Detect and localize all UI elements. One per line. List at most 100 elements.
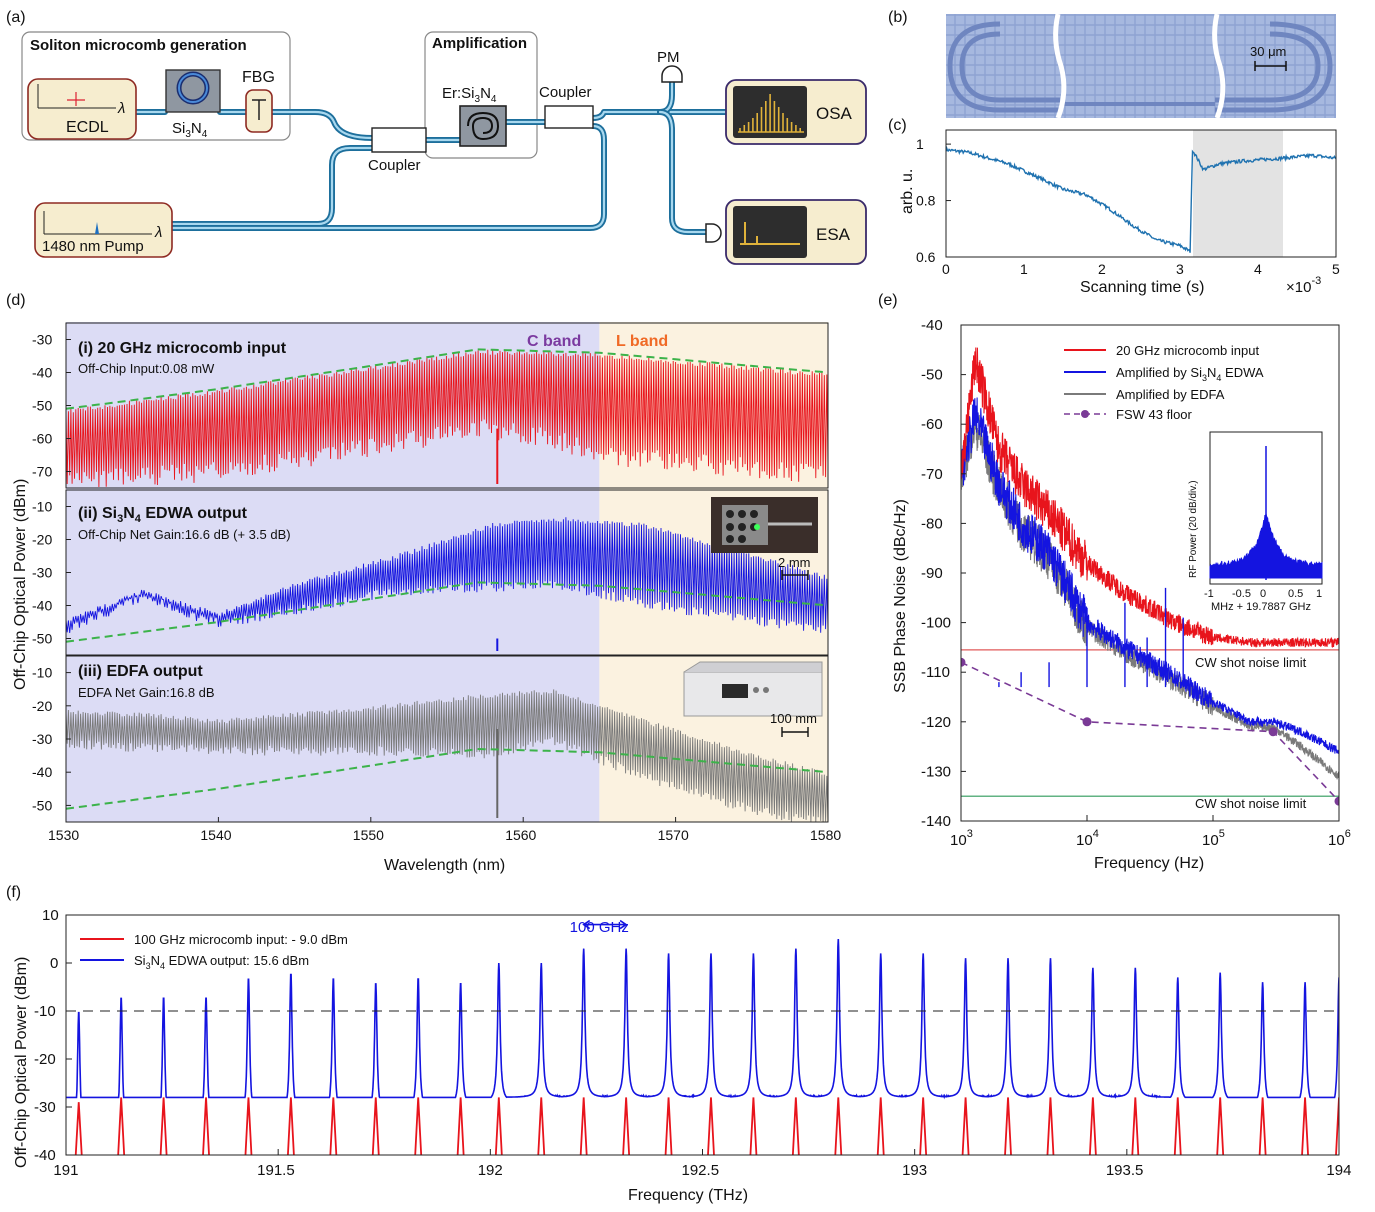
chart-f-red-line xyxy=(244,1097,253,1155)
edwa-label: Er:Si3N4 xyxy=(442,85,497,105)
chart-d-sub2-dashed-envelope xyxy=(66,581,828,643)
chart-f-ytick-label: 10 xyxy=(42,907,59,924)
chart-f-ytick-label: -10 xyxy=(34,1003,56,1020)
chart-e-ylabel: SSB Phase Noise (dBc/Hz) xyxy=(892,499,909,693)
micrograph-scale-label: 30 μm xyxy=(1250,44,1286,59)
pump-box xyxy=(34,202,173,258)
fiber-pump xyxy=(169,145,375,227)
pump-lambda: λ xyxy=(154,224,162,241)
chart-e-xtick-exp: 5 xyxy=(1219,828,1225,840)
ring-chip xyxy=(165,69,221,113)
inset-ylabel: RF Power (20 dB/div.) xyxy=(1188,480,1199,578)
legend-f-label-2: Si3N4 EDWA output: 15.6 dBm xyxy=(134,953,309,971)
chart-f-red-line xyxy=(329,1097,338,1155)
inset-xlabel: MHz + 19.7887 GHz xyxy=(1211,601,1311,613)
chart-e-xtick-label: 106 xyxy=(1328,828,1351,849)
chart-e-ytick-label: -50 xyxy=(921,367,943,384)
chart-c-xlabel: Scanning time (s) xyxy=(1080,279,1205,296)
chart-e-ytick-label: -80 xyxy=(921,515,943,532)
ecdl-axes xyxy=(37,84,116,109)
chart-c-series xyxy=(946,146,1336,253)
panel-label-c: (c) xyxy=(888,117,907,134)
chart-d-xtick-label: 1530 xyxy=(48,827,79,843)
chart-d-sub3-series xyxy=(66,689,828,822)
ecdl-line-icon xyxy=(67,92,85,106)
chart-f-xtick-label: 191.5 xyxy=(257,1162,295,1179)
chart-f-frame xyxy=(65,914,1340,1156)
chart-d-ytick-label: -40 xyxy=(32,764,52,780)
osa-spectrum-icon xyxy=(738,94,804,133)
chart-f-series xyxy=(66,938,1339,1155)
chart-e-x-ticks: 103 104 105 106 xyxy=(950,815,1351,849)
chart-d-xtick-label: 1540 xyxy=(200,827,231,843)
chart-f-ytick-label: -40 xyxy=(34,1147,56,1164)
chart-f-ytick-label: -20 xyxy=(34,1051,56,1068)
edfa-photo-scale-label: 100 mm xyxy=(770,711,817,726)
coupler-1 xyxy=(371,127,427,153)
chart-f-red-line xyxy=(919,1097,928,1155)
panel-label-d: (d) xyxy=(6,292,26,309)
chart-e-xtick-exp: 4 xyxy=(1093,828,1099,840)
inset-xtick-label: -1 xyxy=(1204,588,1214,600)
osa-label: OSA xyxy=(816,104,853,123)
pump-line-icon xyxy=(95,222,99,234)
chart-c-ytick-label: 0.6 xyxy=(916,249,936,265)
chart-d-ytick-label: -30 xyxy=(32,332,52,348)
ecdl-label: ECDL xyxy=(66,119,109,136)
chart-d-xtick-label: 1550 xyxy=(353,827,384,843)
pump-label: 1480 nm Pump xyxy=(42,238,144,255)
legend-e-label-3: Amplified by EDFA xyxy=(1116,387,1225,402)
chart-f-red-line xyxy=(1046,1097,1055,1155)
chart-f-red-line xyxy=(791,1097,800,1155)
chart-f-red-line xyxy=(371,1097,380,1155)
chart-d-ytick-label: -20 xyxy=(32,532,52,548)
chart-f-red-line xyxy=(1301,1097,1309,1155)
chart-e-fsw-floor xyxy=(961,661,1339,802)
chart-e-ytick-label: -140 xyxy=(921,813,951,830)
panel-label-a: (a) xyxy=(6,9,26,26)
chart-d-sub1-note: Off-Chip Input:0.08 mW xyxy=(78,361,215,376)
legend-e-label-4: FSW 43 floor xyxy=(1116,407,1193,422)
chart-c-ylabel: arb. u. xyxy=(899,169,916,214)
chart-f-blue-trace xyxy=(66,938,1339,1100)
chart-d-xtick-label: 1580 xyxy=(810,827,841,843)
chart-c-frame xyxy=(945,129,1337,258)
chart-f-red-line xyxy=(876,1097,885,1155)
break-mark-right xyxy=(1212,13,1226,119)
chart-e-xtick-label: 104 xyxy=(1076,828,1099,849)
soliton-group-label: Soliton microcomb generation xyxy=(30,37,247,54)
waveguide-bend-right xyxy=(1215,21,1333,113)
chart-f-xtick-label: 192.5 xyxy=(682,1162,720,1179)
chart-e-xtick-label: 105 xyxy=(1202,828,1225,849)
chart-c-xtick-label: 1 xyxy=(1020,261,1028,277)
chart-c-y-ticks: 0.6 0.8 1 xyxy=(916,136,951,265)
chart-f-red-line xyxy=(414,1097,423,1155)
chart-e-xtick-exp: 3 xyxy=(967,828,973,840)
chart-e-xlabel: Frequency (Hz) xyxy=(1094,855,1204,872)
chart-e-shot-noise-label-1: CW shot noise limit xyxy=(1195,655,1307,670)
chart-d-ytick-label: -20 xyxy=(32,698,52,714)
chart-d-ylabel: Off-Chip Optical Power (dBm) xyxy=(12,479,29,690)
chart-c-xtick-label: 4 xyxy=(1254,261,1262,277)
chart-f-ytick-label: -30 xyxy=(34,1099,56,1116)
chart-d-sub1-series xyxy=(66,348,828,488)
chart-d-sub2-series xyxy=(66,517,828,651)
chart-d-ytick-label: -30 xyxy=(32,565,52,581)
chart-e-fsw-marker xyxy=(1082,717,1092,727)
chart-f-red-line xyxy=(286,1097,295,1155)
chart-e-fsw-marker xyxy=(1268,727,1278,737)
chart-d-ytick-label: -60 xyxy=(32,431,52,447)
green-emission-spot xyxy=(754,524,760,530)
spacing-arrow xyxy=(582,919,628,930)
chart-f-xtick-label: 194 xyxy=(1326,1162,1351,1179)
chart-d-sub3-dashed-envelope xyxy=(66,747,828,810)
chart-d-sub2-note: Off-Chip Net Gain:16.6 dB (+ 3.5 dB) xyxy=(78,527,291,542)
chart-f-red-line xyxy=(117,1097,126,1155)
chart-c-xtick-label: 2 xyxy=(1098,261,1106,277)
chart-c-xtick-label: 0 xyxy=(942,261,950,277)
chart-f-red-line xyxy=(961,1097,970,1155)
inset-xtick-label: 1 xyxy=(1316,588,1322,600)
coupler-1-label: Coupler xyxy=(368,157,421,174)
chart-f-red-line xyxy=(456,1097,465,1155)
esa-label: ESA xyxy=(816,225,851,244)
